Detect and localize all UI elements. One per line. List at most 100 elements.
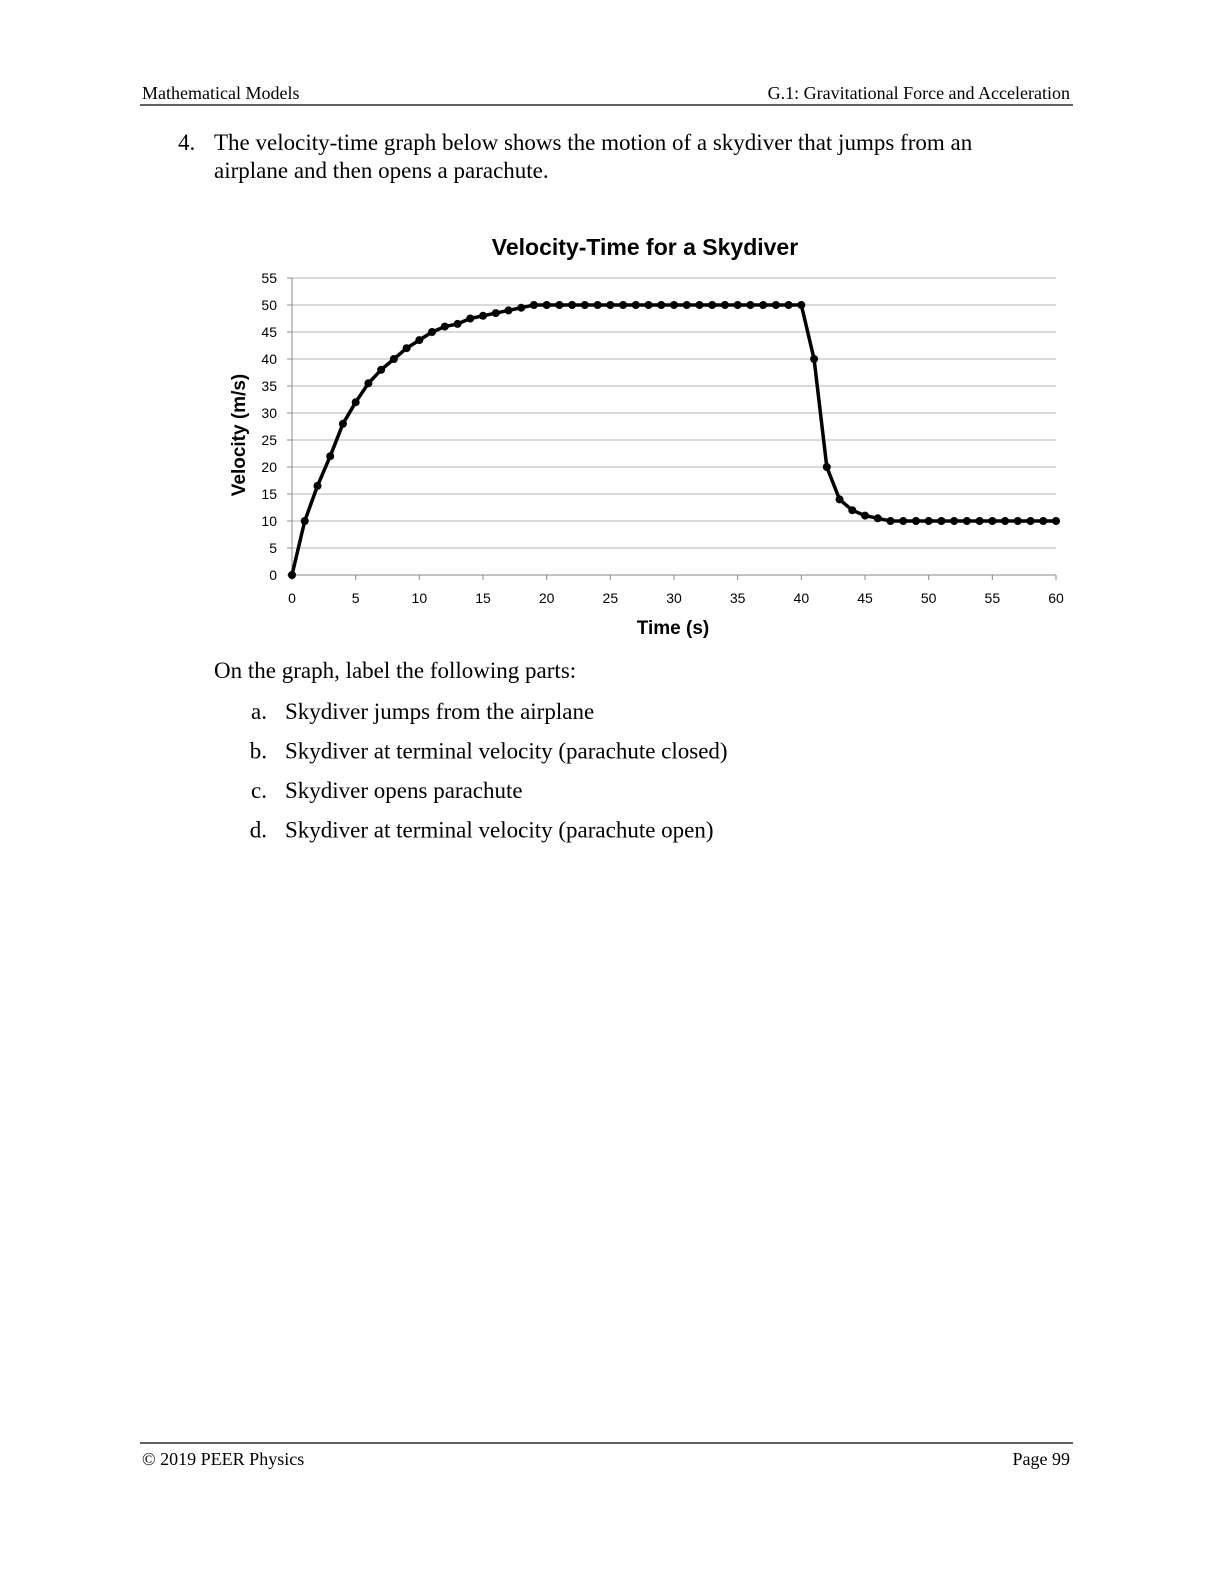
data-point (440, 322, 449, 331)
data-point (1001, 517, 1010, 525)
item-text: Skydiver at terminal velocity (parachute… (285, 739, 728, 764)
data-point (886, 517, 895, 525)
data-point (542, 301, 551, 309)
data-point (631, 301, 640, 309)
y-axis-label: Velocity (m/s) (229, 374, 250, 497)
data-point (695, 301, 704, 309)
x-tick-label: 40 (794, 590, 810, 606)
y-tick-label: 45 (261, 324, 277, 340)
data-point (988, 517, 997, 525)
data-point (771, 301, 780, 309)
data-point (1013, 517, 1022, 525)
data-point (377, 365, 386, 374)
item-text: Skydiver at terminal velocity (parachute… (285, 818, 714, 843)
data-point (797, 301, 806, 309)
data-point (848, 506, 857, 515)
y-tick-label: 10 (261, 513, 277, 529)
data-point (338, 419, 347, 428)
x-tick-label: 60 (1048, 590, 1064, 606)
data-point (580, 301, 589, 309)
data-point (428, 328, 437, 336)
data-point (1026, 517, 1035, 525)
chart-title: Velocity-Time for a Skydiver (492, 234, 798, 260)
data-point (300, 517, 309, 525)
data-point (288, 571, 296, 579)
x-tick-label: 55 (985, 590, 1001, 606)
x-tick-label: 15 (475, 590, 491, 606)
data-point (759, 301, 768, 309)
data-point (657, 301, 666, 309)
data-point (784, 301, 793, 309)
data-point (682, 301, 691, 309)
data-point (517, 303, 526, 312)
data-point (670, 301, 678, 309)
item-letter: b. (250, 739, 267, 764)
data-point (975, 517, 984, 525)
data-point (962, 517, 971, 525)
data-point (453, 319, 462, 328)
data-point (708, 301, 717, 309)
y-tick-label: 0 (269, 567, 277, 583)
data-point (491, 309, 500, 318)
data-point (479, 311, 487, 320)
chart: 0 5 10 15 20 25 30 35 40 45 50 55 0 5 10 15 20 25 30 35 40 45… (261, 270, 1064, 606)
data-point (937, 517, 946, 525)
data-point (326, 452, 335, 461)
x-tick-label: 45 (857, 590, 873, 606)
data-point (822, 463, 831, 471)
y-tick-label: 55 (261, 270, 277, 286)
y-tick-label: 50 (261, 297, 277, 313)
x-tick-label: 50 (921, 590, 937, 606)
data-point (389, 355, 398, 363)
data-point (606, 301, 615, 309)
question-line: airplane and then opens a parachute. (214, 158, 549, 183)
y-tick-label: 5 (269, 540, 277, 556)
x-axis-label: Time (s) (637, 618, 710, 639)
data-point (835, 495, 844, 504)
data-point (415, 336, 424, 345)
data-point (402, 344, 411, 353)
header-left: Mathematical Models (142, 83, 299, 103)
data-point (644, 301, 653, 309)
x-tick-label: 0 (288, 590, 296, 606)
item-text: Skydiver opens parachute (285, 778, 523, 803)
data-point (1052, 517, 1060, 525)
data-point (873, 514, 882, 523)
x-tick-label: 25 (603, 590, 619, 606)
header-right: G.1: Gravitational Force and Acceleratio… (768, 83, 1070, 103)
data-point (466, 314, 475, 323)
data-point (619, 301, 628, 309)
data-point (733, 301, 742, 309)
data-point (313, 481, 322, 490)
data-point (568, 301, 577, 309)
data-point (504, 306, 513, 315)
x-tick-label: 20 (539, 590, 555, 606)
item-letter: d. (250, 818, 267, 843)
y-tick-label: 40 (261, 351, 277, 367)
data-point (810, 355, 819, 363)
y-tick-label: 30 (261, 405, 277, 421)
data-point (924, 517, 933, 525)
data-point (911, 517, 920, 525)
data-point (593, 301, 602, 309)
y-tick-label: 15 (261, 486, 277, 502)
x-tick-label: 35 (730, 590, 746, 606)
y-tick-label: 20 (261, 459, 277, 475)
data-point (529, 301, 538, 309)
footer-right: Page 99 (1013, 1449, 1071, 1469)
x-tick-label: 10 (412, 590, 428, 606)
x-tick-label: 5 (352, 590, 360, 606)
data-point (861, 511, 869, 520)
data-point (950, 517, 959, 525)
data-point (555, 301, 564, 309)
item-letter: a. (251, 699, 267, 724)
data-point (720, 301, 729, 309)
y-tick-label: 25 (261, 432, 277, 448)
question-line: The velocity-time graph below shows the … (214, 130, 973, 155)
data-point (746, 301, 755, 309)
x-tick-label: 30 (666, 590, 682, 606)
question-number: 4. (178, 130, 195, 155)
data-point (351, 398, 360, 407)
data-point (899, 517, 908, 525)
